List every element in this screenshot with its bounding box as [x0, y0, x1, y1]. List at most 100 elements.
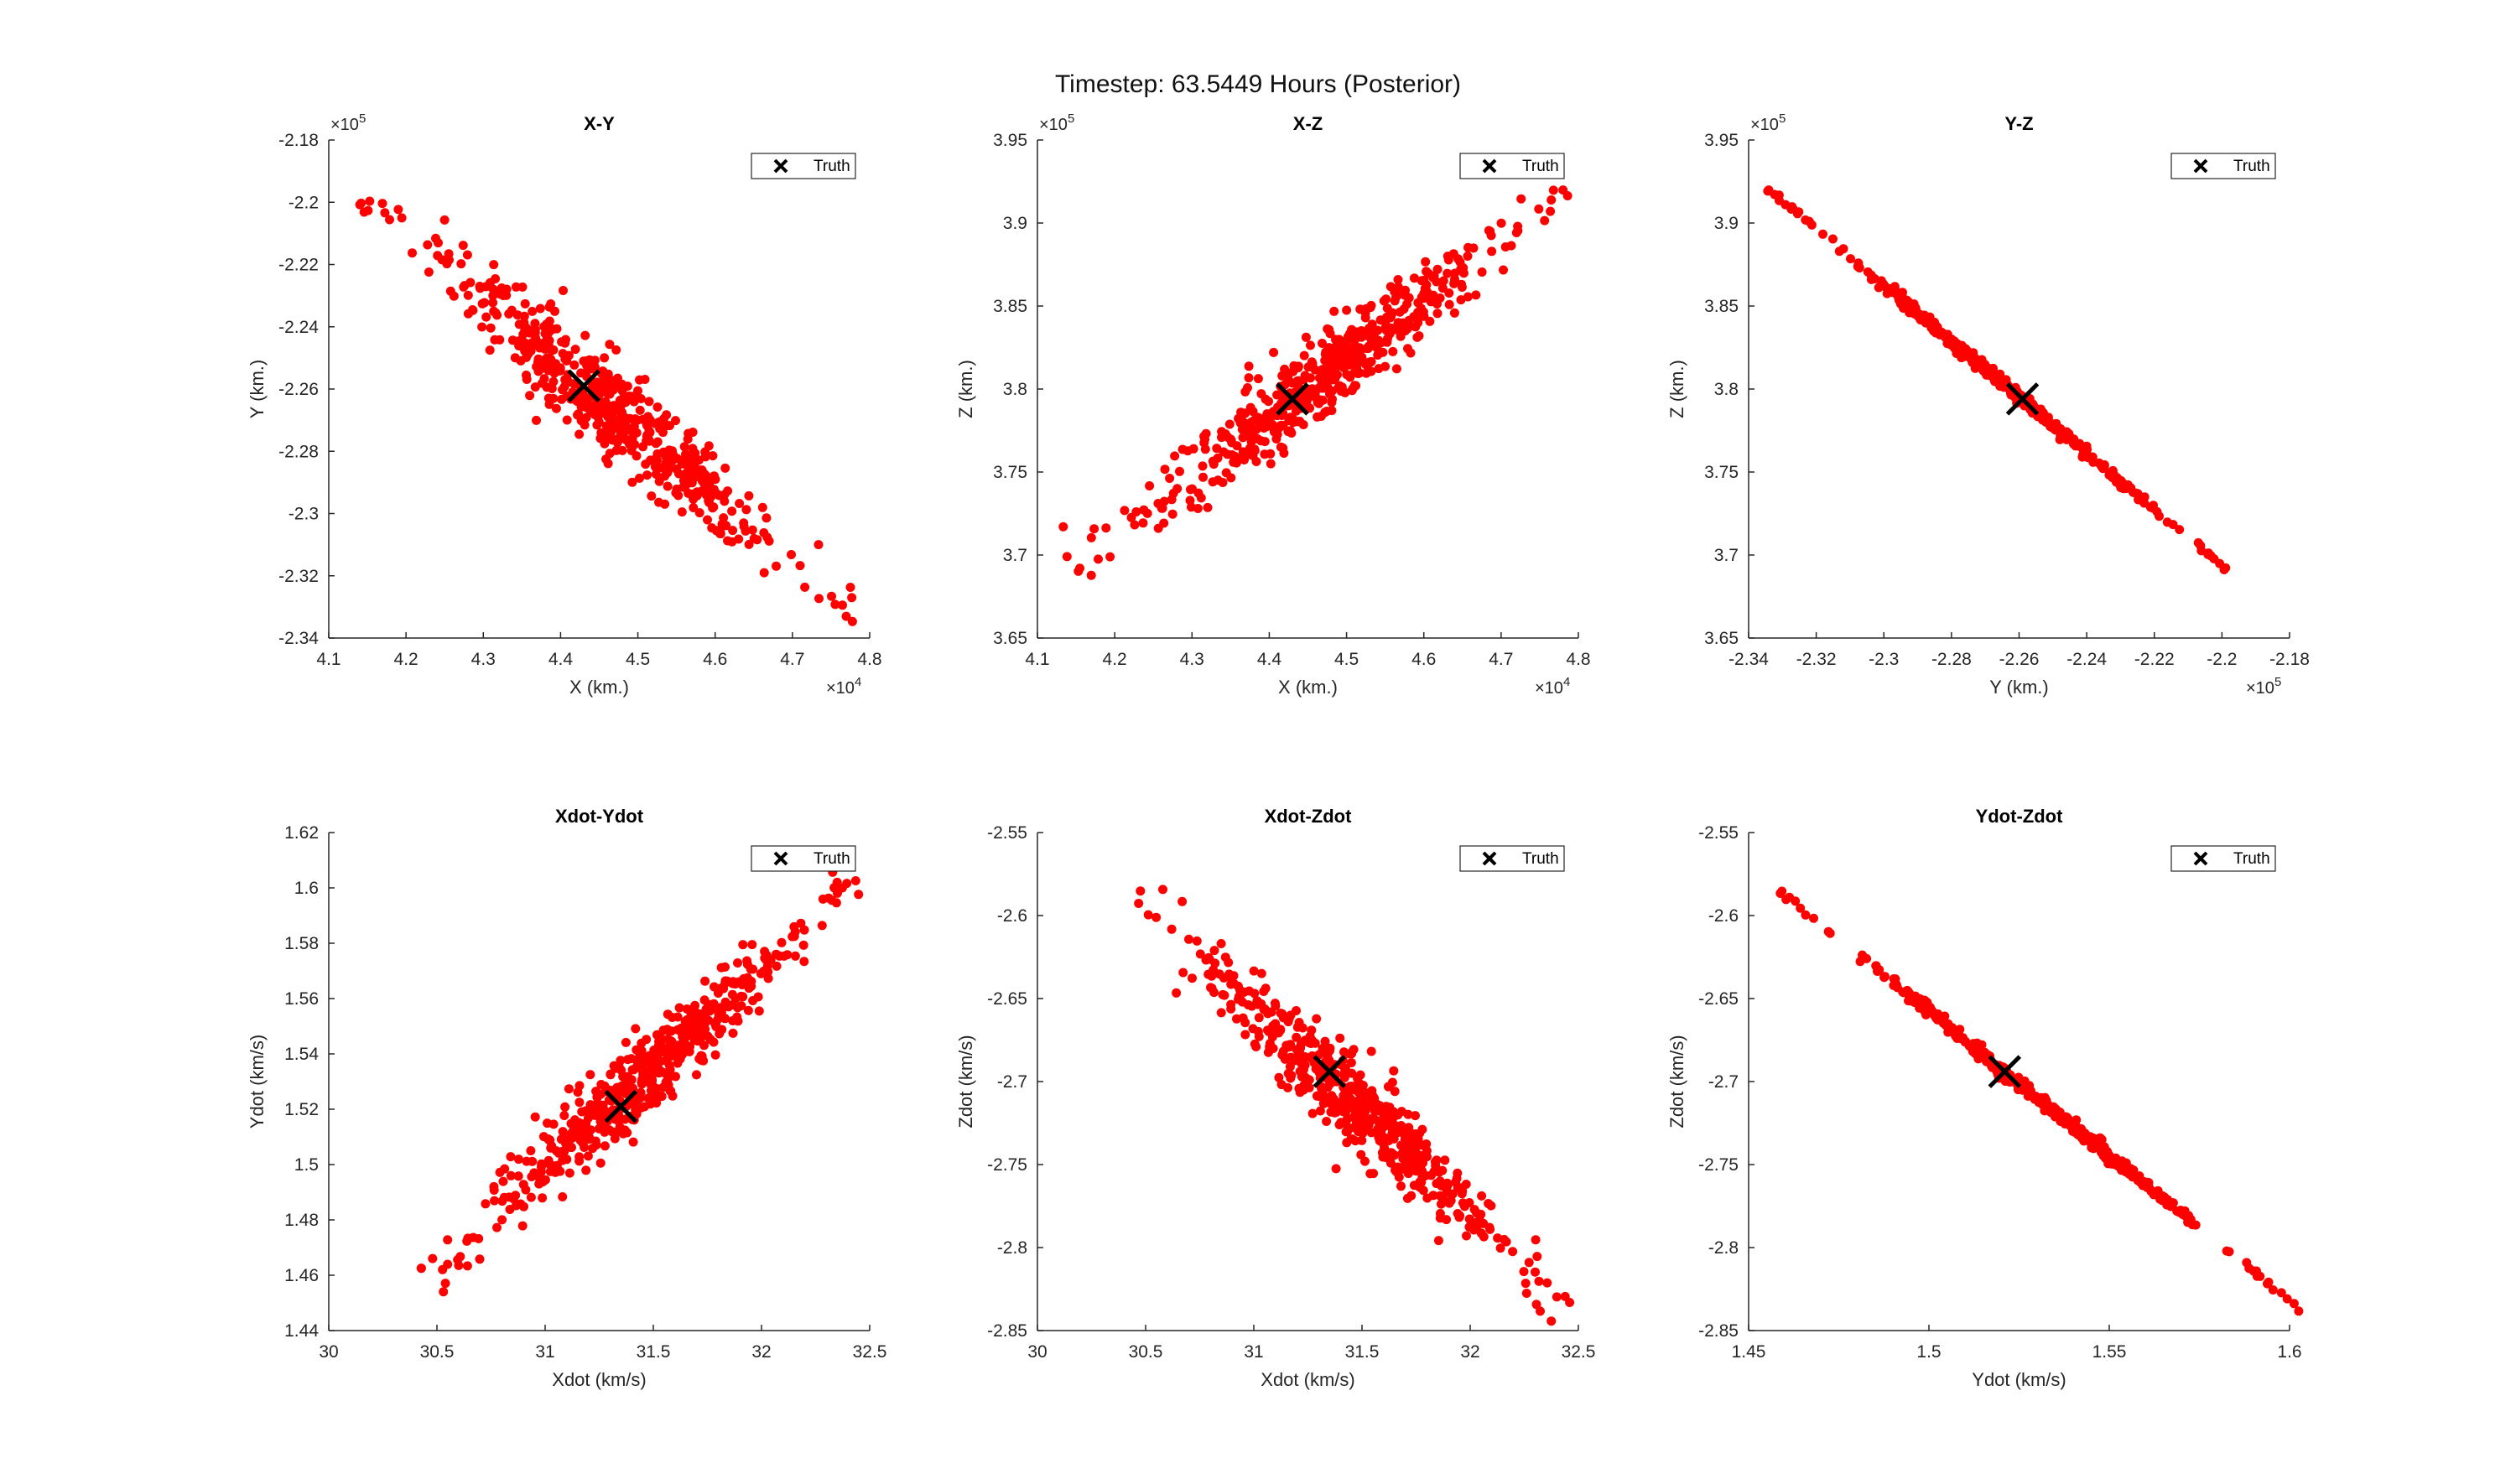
data-point [1430, 1157, 1440, 1167]
data-point [1342, 1092, 1352, 1102]
data-point [570, 345, 580, 355]
x-tick-label: 4.3 [1180, 650, 1204, 669]
data-point [1345, 372, 1355, 382]
data-point [1281, 367, 1291, 377]
data-point [1272, 390, 1282, 400]
data-point [512, 310, 522, 320]
data-point [1440, 1155, 1450, 1165]
data-point [1329, 306, 1339, 316]
data-point [1370, 342, 1380, 352]
data-point [603, 433, 613, 443]
data-point [663, 421, 673, 430]
x-tick-label: 4.1 [316, 650, 340, 669]
data-point [590, 377, 600, 387]
data-point [1458, 268, 1469, 278]
data-point [1774, 190, 1784, 200]
data-point [1411, 1111, 1420, 1121]
data-point [1448, 249, 1458, 259]
data-point [1547, 1316, 1557, 1326]
data-point [1256, 436, 1266, 446]
data-point [723, 536, 732, 546]
x-tick-label: 32.5 [1562, 1342, 1596, 1362]
data-point [1506, 241, 1516, 251]
data-point [743, 1005, 753, 1015]
data-point [661, 451, 671, 461]
data-point [1252, 996, 1262, 1006]
data-point [1105, 552, 1115, 562]
data-point [1086, 570, 1096, 580]
data-point [552, 324, 562, 334]
data-point [1334, 381, 1344, 391]
data-point [559, 1134, 569, 1143]
data-point [1384, 1106, 1394, 1116]
data-point [463, 290, 473, 300]
data-point [560, 354, 570, 364]
y-tick-label: 3.8 [1003, 380, 1027, 399]
data-point [558, 1192, 568, 1201]
x-tick-label: -2.28 [1931, 650, 1972, 669]
legend-label: Truth [2233, 158, 2270, 175]
data-point [519, 318, 529, 328]
y-tick-label: 1.58 [284, 934, 319, 953]
x-tick-label: 4.5 [626, 650, 650, 669]
data-point [1565, 1298, 1575, 1307]
data-point [663, 481, 673, 491]
data-point [2020, 1083, 2030, 1093]
data-point [1188, 973, 1197, 983]
data-point [513, 1155, 523, 1165]
data-point [2155, 511, 2164, 521]
data-point [2109, 470, 2119, 480]
data-point [459, 282, 469, 292]
data-point [1342, 1114, 1352, 1124]
data-point [1089, 524, 1099, 534]
y-tick-label: 1.6 [294, 879, 319, 898]
y-tick-label: 3.7 [1714, 546, 1739, 565]
data-point [545, 324, 555, 335]
data-point [720, 962, 730, 972]
y-tick-label: -2.32 [278, 567, 319, 586]
data-point [674, 1003, 684, 1013]
data-point [678, 482, 688, 492]
x-tick-label: 1.45 [1732, 1342, 1766, 1362]
legend: Truth [2170, 845, 2276, 872]
data-point [1396, 1107, 1406, 1117]
data-point [570, 1115, 580, 1125]
data-point [668, 1013, 677, 1022]
data-point [1331, 1164, 1341, 1174]
data-point [654, 476, 664, 486]
data-point [1341, 340, 1351, 349]
data-point [738, 940, 748, 950]
data-point [703, 515, 712, 525]
data-point [1444, 299, 1454, 309]
data-point [639, 1102, 649, 1112]
data-point [720, 997, 730, 1007]
data-point [588, 1144, 597, 1154]
data-point [720, 490, 730, 500]
data-point [1339, 1047, 1349, 1057]
x-tick-label: -2.34 [1728, 650, 1769, 669]
panel-x-y: 4.1 4.2 4.3 4.4 4.5 4.6 4.7 4.8 -2.34 -2.32 -2.3 -2… [247, 112, 882, 698]
data-point [1418, 1186, 1428, 1196]
data-point [505, 1205, 515, 1214]
data-point [1932, 1012, 1942, 1022]
data-point [790, 951, 800, 961]
data-point [1406, 1164, 1417, 1174]
data-point [633, 386, 642, 396]
data-point [2289, 1299, 2299, 1309]
data-point [1246, 418, 1256, 428]
data-point [1469, 243, 1479, 253]
data-point [651, 1062, 661, 1072]
data-point [734, 534, 744, 544]
data-point [543, 1134, 554, 1144]
data-point [1283, 1082, 1292, 1092]
data-point [772, 561, 781, 571]
data-point [777, 937, 787, 947]
y-tick-label: 1.62 [284, 823, 319, 843]
data-point [1058, 521, 1068, 532]
data-point [1307, 1035, 1318, 1046]
y-exponent-label: ×105 [330, 112, 366, 134]
data-point [1256, 968, 1266, 978]
data-point [1245, 424, 1255, 434]
data-point [647, 1082, 658, 1092]
data-point [1391, 1165, 1400, 1175]
